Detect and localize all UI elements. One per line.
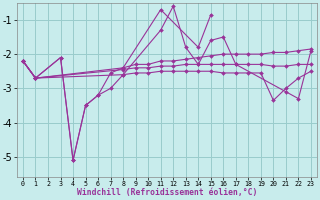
X-axis label: Windchill (Refroidissement éolien,°C): Windchill (Refroidissement éolien,°C) <box>77 188 257 197</box>
